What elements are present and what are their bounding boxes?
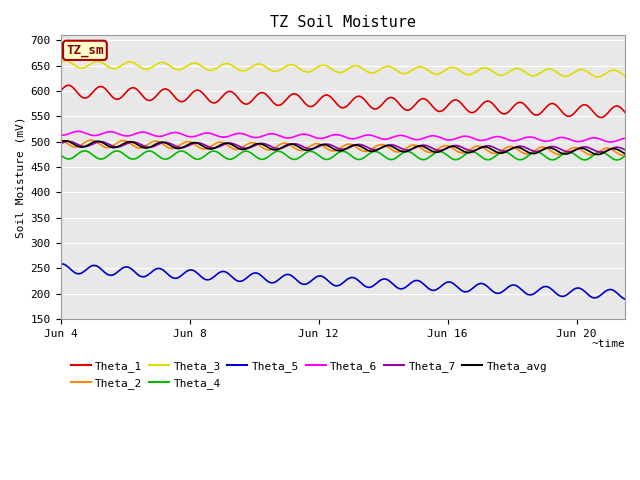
Theta_6 [75, 129, 83, 134]
Theta_avg [330, 146, 337, 152]
Theta_2 [519, 150, 527, 156]
Theta_6 [621, 135, 629, 141]
Theta_1 [326, 93, 333, 99]
Theta_4 [326, 156, 333, 162]
Theta_7 [621, 147, 629, 153]
Theta_3 [394, 68, 401, 74]
Theta_7 [57, 141, 65, 147]
Theta_5 [394, 285, 401, 291]
Theta_5 [58, 261, 65, 267]
Theta_3 [594, 74, 602, 80]
Theta_avg [594, 152, 602, 157]
Theta_3 [621, 73, 629, 79]
Theta_4 [621, 153, 629, 159]
Theta_7 [364, 144, 371, 150]
Theta_1 [597, 115, 605, 120]
Line: Theta_3: Theta_3 [61, 61, 625, 77]
Theta_avg [621, 151, 629, 156]
Theta_6 [364, 132, 371, 138]
Title: TZ Soil Moisture: TZ Soil Moisture [270, 15, 416, 30]
Theta_5 [520, 289, 528, 295]
Line: Theta_5: Theta_5 [61, 264, 625, 299]
Theta_avg [57, 139, 65, 145]
Theta_6 [607, 139, 614, 145]
Theta_1 [57, 88, 65, 94]
Theta_6 [610, 139, 618, 144]
Theta_5 [609, 287, 616, 293]
Theta_7 [330, 143, 337, 149]
Theta_3 [364, 69, 371, 74]
Theta_4 [609, 156, 616, 161]
Theta_avg [61, 138, 69, 144]
Theta_4 [57, 152, 65, 158]
Theta_1 [65, 83, 72, 88]
Theta_7 [597, 149, 605, 155]
Theta_1 [610, 104, 618, 110]
Line: Theta_7: Theta_7 [61, 141, 625, 152]
Theta_5 [57, 261, 65, 267]
Theta_1 [364, 100, 371, 106]
Theta_2 [607, 146, 615, 152]
Theta_7 [65, 138, 72, 144]
Theta_4 [613, 157, 621, 163]
Theta_2 [620, 153, 628, 158]
Theta_7 [394, 144, 401, 149]
Line: Theta_2: Theta_2 [61, 140, 625, 156]
Theta_7 [610, 145, 618, 151]
Theta_7 [520, 144, 528, 150]
Theta_5 [326, 279, 333, 285]
Theta_3 [520, 69, 528, 74]
Theta_2 [324, 147, 332, 153]
Theta_6 [330, 132, 337, 138]
Text: TZ_sm: TZ_sm [66, 44, 104, 57]
Theta_4 [394, 154, 401, 160]
Theta_3 [330, 67, 337, 73]
Theta_1 [394, 99, 401, 105]
Theta_6 [394, 133, 401, 139]
Line: Theta_4: Theta_4 [61, 151, 625, 160]
Theta_2 [57, 137, 65, 143]
Theta_2 [621, 152, 629, 158]
Theta_avg [326, 144, 333, 149]
Theta_avg [364, 147, 371, 153]
Theta_5 [330, 282, 337, 288]
Theta_3 [61, 58, 69, 64]
Theta_3 [610, 67, 618, 73]
Theta_2 [328, 148, 336, 154]
Theta_1 [621, 109, 629, 115]
Theta_avg [394, 147, 401, 153]
Line: Theta_1: Theta_1 [61, 85, 625, 118]
Theta_avg [610, 146, 618, 152]
Theta_7 [326, 142, 333, 147]
Theta_1 [520, 101, 528, 107]
Theta_1 [330, 96, 337, 102]
Theta_5 [364, 284, 371, 290]
Line: Theta_6: Theta_6 [61, 132, 625, 142]
Theta_4 [330, 154, 337, 159]
Theta_6 [326, 133, 333, 139]
Theta_5 [621, 296, 629, 302]
Theta_3 [326, 65, 333, 71]
Theta_6 [520, 135, 528, 141]
Line: Theta_avg: Theta_avg [61, 141, 625, 155]
Theta_4 [81, 148, 88, 154]
Theta_2 [362, 148, 370, 154]
Theta_4 [520, 156, 528, 161]
Theta_2 [393, 149, 401, 155]
Legend: Theta_1, Theta_2, Theta_3, Theta_4, Theta_5, Theta_6, Theta_7, Theta_avg: Theta_1, Theta_2, Theta_3, Theta_4, Thet… [66, 357, 552, 393]
Theta_3 [57, 59, 65, 65]
Text: ~time: ~time [591, 339, 625, 349]
Y-axis label: Soil Moisture (mV): Soil Moisture (mV) [15, 117, 25, 238]
Theta_4 [364, 153, 371, 158]
Theta_6 [57, 132, 65, 138]
Theta_avg [520, 147, 528, 153]
